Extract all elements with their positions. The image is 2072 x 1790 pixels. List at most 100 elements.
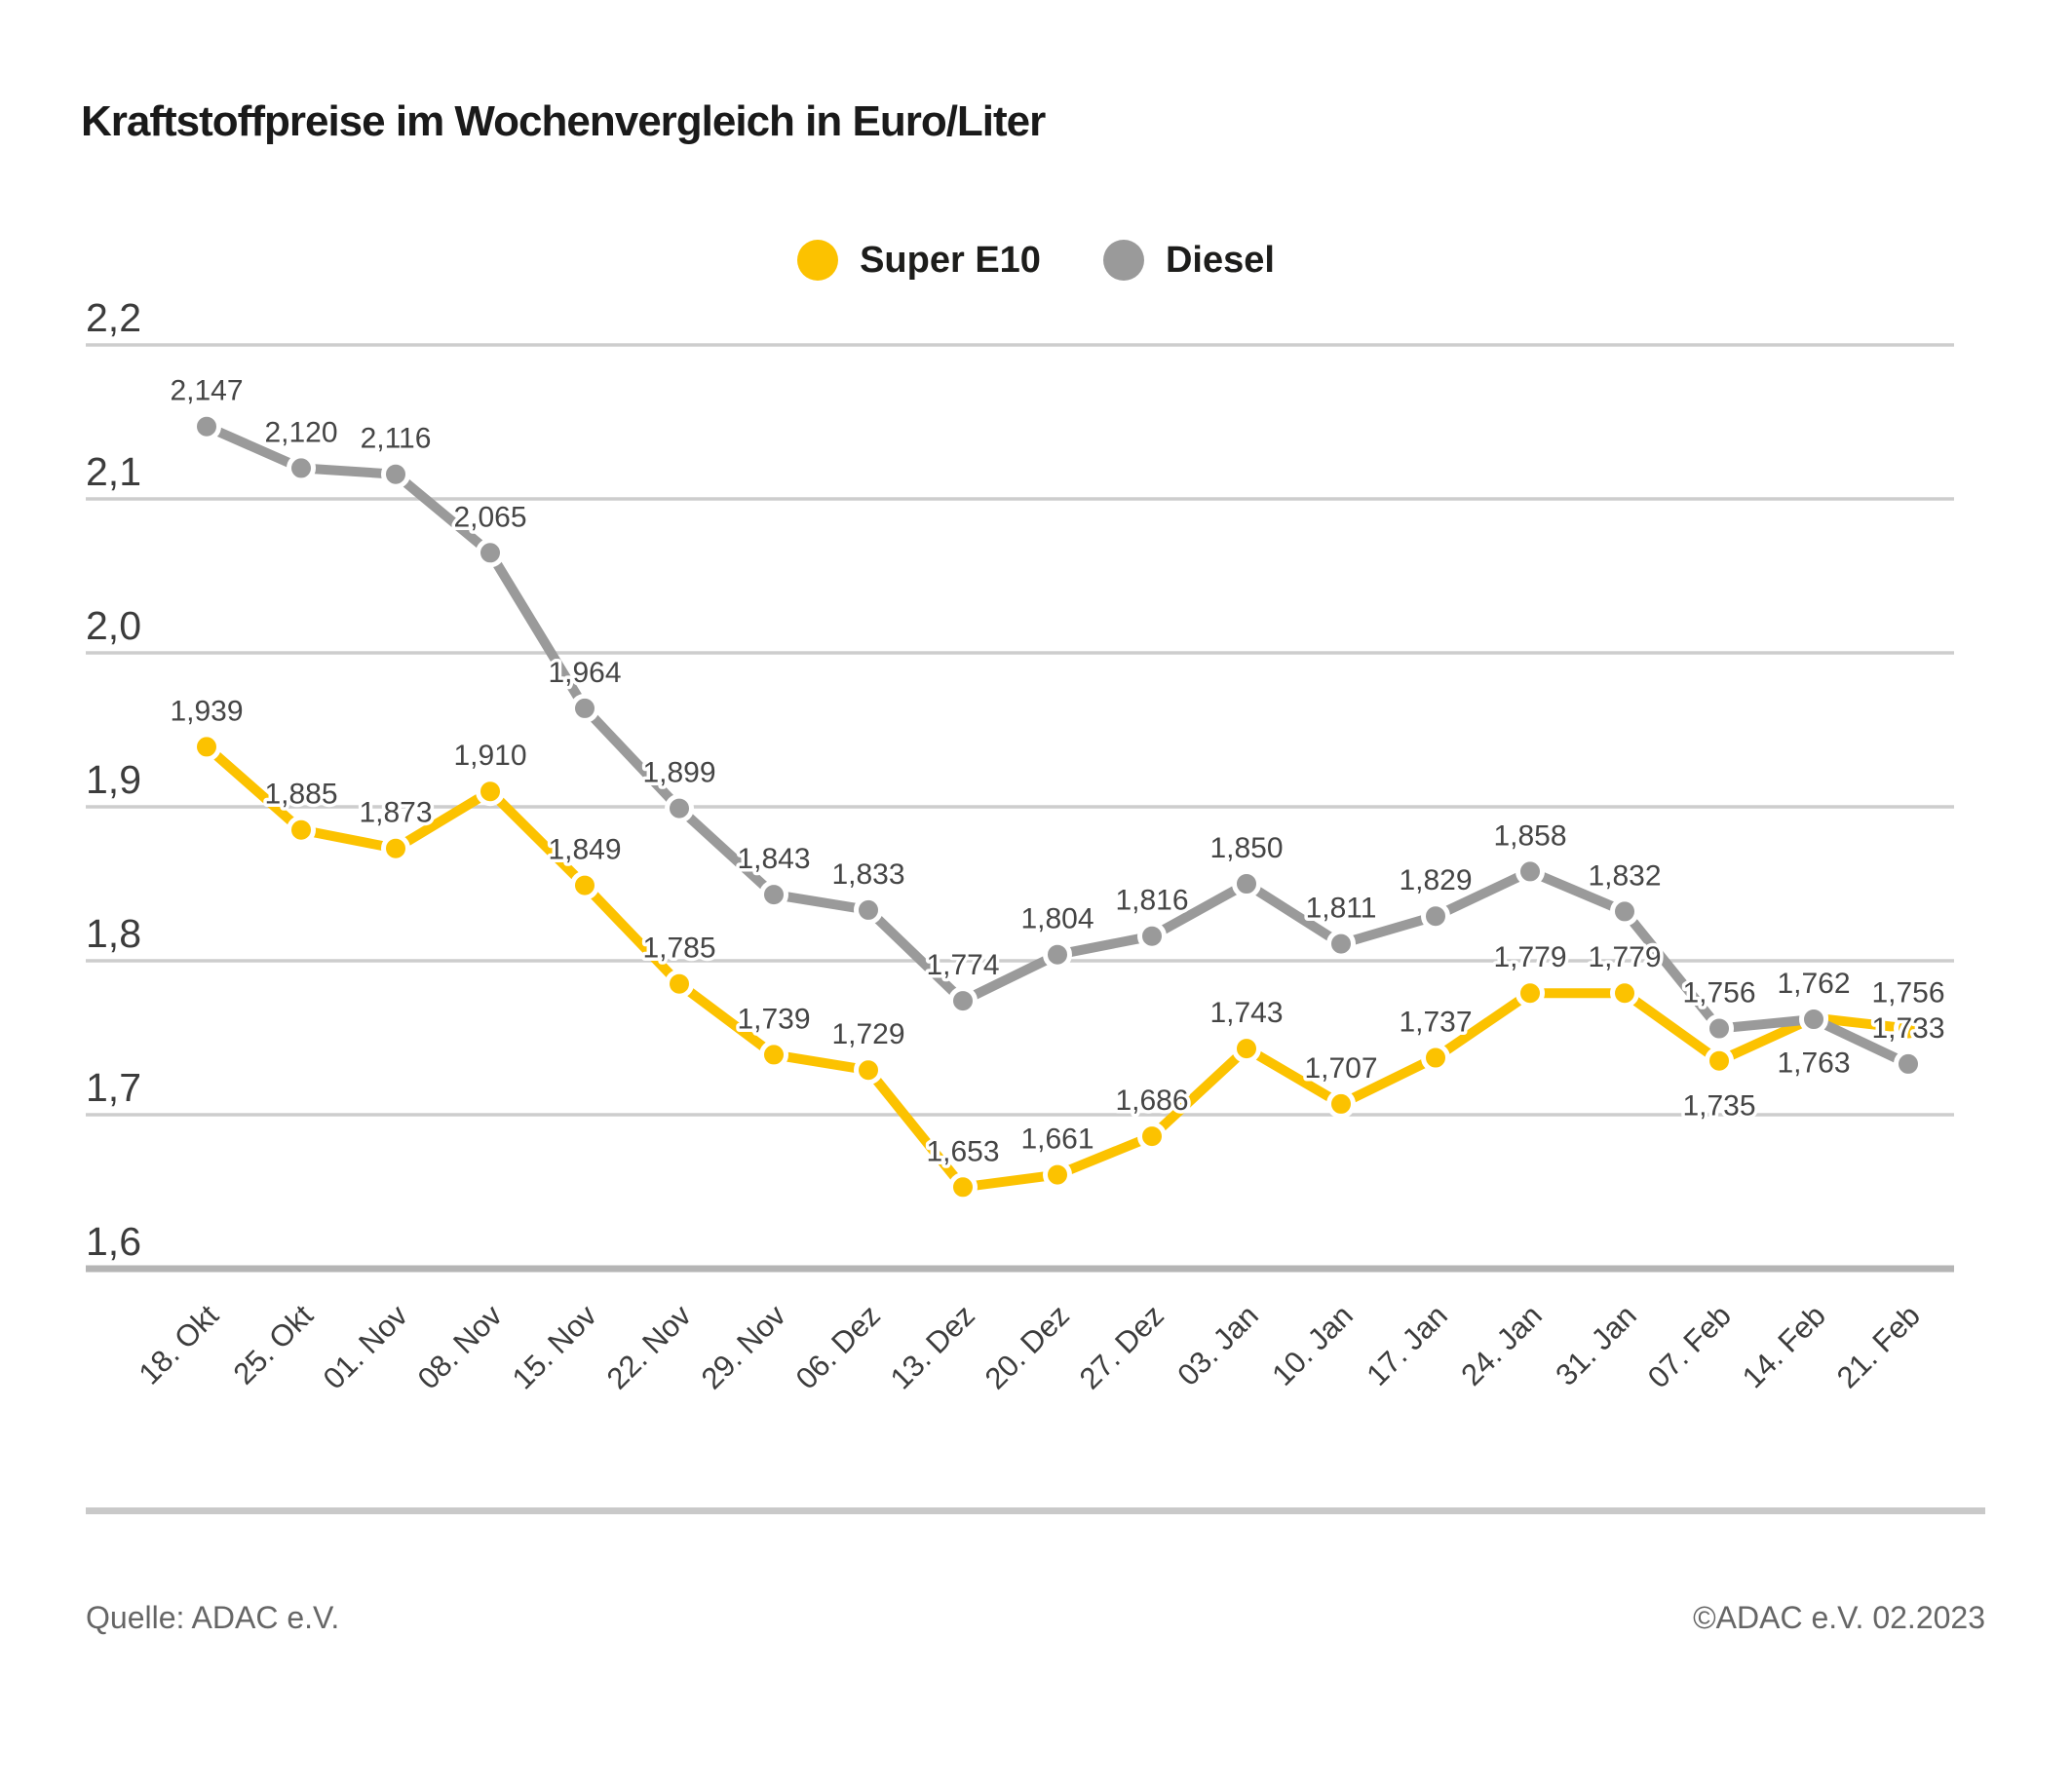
super-e10-data-label: 1,739 [737, 1003, 810, 1035]
x-tick-label: 22. Nov [600, 1298, 699, 1396]
x-tick-label: 13. Dez [884, 1298, 981, 1395]
diesel-data-label: 1,843 [737, 843, 810, 875]
footer-divider [86, 1507, 1985, 1514]
legend: Super E10 Diesel [0, 240, 2072, 281]
x-tick-label: 08. Nov [411, 1298, 510, 1396]
super-e10-data-label: 1,756 [1871, 977, 1944, 1009]
diesel-point [665, 793, 694, 823]
diesel-data-label: 1,899 [642, 757, 715, 789]
page-title: Kraftstoffpreise im Wochenvergleich in E… [81, 97, 1046, 145]
x-tick-label: 06. Dez [789, 1298, 887, 1395]
super-e10-data-label: 1,661 [1020, 1124, 1094, 1156]
y-tick-label: 2,0 [86, 603, 141, 648]
x-tick-label: 10. Jan [1265, 1298, 1360, 1392]
super-e10-point [948, 1172, 978, 1202]
super-e10-point [665, 969, 694, 999]
diesel-data-label: 1,858 [1493, 819, 1566, 852]
super-e10-data-label: 1,743 [1209, 997, 1283, 1029]
super-e10-data-label: 1,910 [453, 740, 526, 772]
x-tick-label: 15. Nov [506, 1298, 604, 1396]
diesel-data-label: 1,774 [926, 949, 999, 981]
y-tick-label: 1,6 [86, 1219, 141, 1264]
super-e10-point [1516, 978, 1545, 1009]
legend-label-super-e10: Super E10 [860, 240, 1041, 281]
x-tick-label: 18. Okt [133, 1298, 226, 1391]
x-tick-label: 01. Nov [317, 1298, 415, 1396]
super-e10-data-label: 1,707 [1304, 1052, 1377, 1085]
super-e10-point [854, 1055, 883, 1085]
super-e10-point [476, 777, 505, 807]
diesel-point [1043, 939, 1072, 970]
super-e10-point [1326, 1088, 1356, 1119]
diesel-point [1326, 929, 1356, 959]
super-e10-data-label: 1,779 [1588, 941, 1661, 973]
legend-dot-super-e10-icon [797, 240, 839, 281]
diesel-data-label: 1,816 [1115, 885, 1188, 917]
legend-label-diesel: Diesel [1165, 240, 1275, 281]
diesel-data-label: 1,829 [1399, 864, 1472, 896]
diesel-data-label: 2,116 [361, 423, 432, 455]
super-e10-point [1705, 1046, 1734, 1076]
diesel-data-label: 1,964 [548, 657, 621, 689]
super-e10-point [1894, 1013, 1923, 1044]
x-tick-label: 20. Dez [978, 1298, 1076, 1395]
diesel-point [287, 453, 316, 483]
y-tick-label: 1,8 [86, 911, 141, 956]
diesel-point [476, 538, 505, 568]
legend-item-super-e10: Super E10 [797, 240, 1041, 281]
super-e10-data-label: 1,653 [926, 1135, 999, 1167]
diesel-data-label: 1,756 [1682, 977, 1755, 1009]
diesel-point [1894, 1048, 1923, 1079]
diesel-point [381, 459, 410, 489]
super-e10-point [1137, 1122, 1167, 1152]
super-e10-data-label: 1,849 [548, 834, 621, 866]
y-tick-label: 2,1 [86, 449, 141, 494]
diesel-data-label: 2,147 [170, 375, 243, 407]
diesel-data-label: 1,762 [1777, 968, 1850, 1000]
super-e10-data-label: 1,729 [831, 1018, 904, 1050]
super-e10-data-label: 1,885 [264, 779, 337, 811]
diesel-data-label: 1,850 [1209, 832, 1283, 864]
super-e10-data-label: 1,763 [1777, 1047, 1850, 1080]
diesel-data-label: 1,733 [1871, 1012, 1944, 1045]
x-tick-label: 14. Feb [1736, 1298, 1832, 1394]
super-e10-point [759, 1040, 788, 1070]
x-tick-label: 03. Jan [1170, 1298, 1265, 1392]
diesel-point [1799, 1005, 1828, 1034]
super-e10-data-label: 1,873 [359, 797, 432, 829]
diesel-data-label: 1,833 [831, 858, 904, 891]
x-tick-label: 24. Jan [1454, 1298, 1549, 1392]
super-e10-point [1043, 1160, 1072, 1190]
y-tick-label: 2,2 [86, 295, 141, 340]
super-e10-point [1610, 978, 1639, 1009]
x-tick-label: 07. Feb [1641, 1298, 1738, 1394]
diesel-data-label: 2,065 [453, 501, 526, 533]
diesel-data-label: 1,811 [1306, 893, 1377, 925]
super-e10-data-label: 1,779 [1493, 941, 1566, 973]
y-tick-label: 1,9 [86, 757, 141, 802]
diesel-data-label: 1,832 [1588, 859, 1661, 892]
legend-item-diesel: Diesel [1102, 240, 1275, 281]
diesel-point [570, 693, 599, 723]
x-tick-label: 27. Dez [1073, 1298, 1170, 1395]
super-e10-data-label: 1,735 [1682, 1090, 1755, 1123]
diesel-data-label: 1,804 [1020, 903, 1094, 935]
diesel-point [759, 880, 788, 910]
x-tick-label: 25. Okt [227, 1298, 321, 1391]
diesel-point [1232, 869, 1261, 898]
x-tick-label: 31. Jan [1549, 1298, 1643, 1392]
diesel-point [1610, 896, 1639, 927]
super-e10-data-label: 1,939 [170, 695, 243, 727]
x-tick-label: 17. Jan [1360, 1298, 1454, 1392]
super-e10-point [192, 732, 221, 762]
diesel-point [948, 986, 978, 1016]
diesel-point [1421, 901, 1450, 932]
super-e10-point [1232, 1034, 1261, 1064]
super-e10-data-label: 1,686 [1115, 1085, 1188, 1117]
super-e10-point [1421, 1043, 1450, 1073]
diesel-point [1516, 857, 1545, 887]
super-e10-data-label: 1,737 [1399, 1007, 1472, 1039]
x-tick-label: 21. Feb [1830, 1298, 1927, 1394]
